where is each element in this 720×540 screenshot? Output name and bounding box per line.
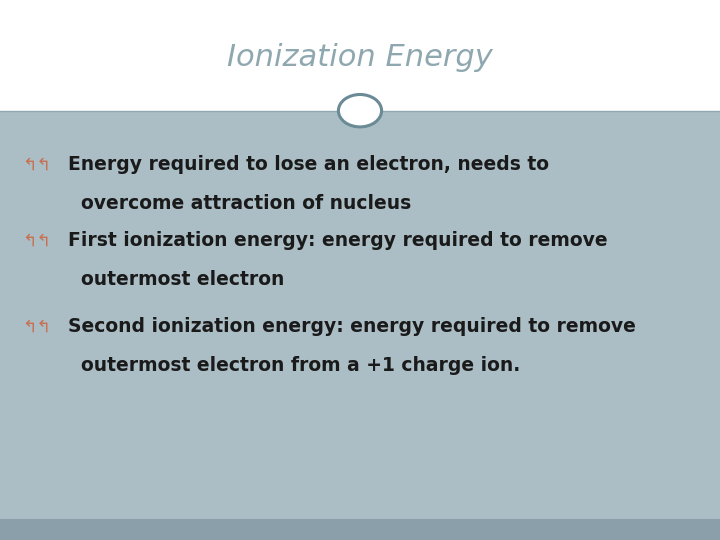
Text: Second ionization energy: energy required to remove: Second ionization energy: energy require… — [68, 317, 636, 336]
Bar — [0, 0, 720, 111]
Text: outermost electron from a +1 charge ion.: outermost electron from a +1 charge ion. — [81, 356, 521, 375]
Text: outermost electron: outermost electron — [81, 269, 284, 289]
Text: ↰↰: ↰↰ — [22, 231, 50, 249]
Circle shape — [338, 94, 382, 127]
Text: ↰↰: ↰↰ — [22, 156, 50, 174]
Text: overcome attraction of nucleus: overcome attraction of nucleus — [81, 194, 412, 213]
Bar — [0, 111, 720, 519]
Text: ↰↰: ↰↰ — [22, 318, 50, 336]
Text: First ionization energy: energy required to remove: First ionization energy: energy required… — [68, 231, 608, 250]
Bar — [0, 519, 720, 540]
Text: Ionization Energy: Ionization Energy — [227, 43, 493, 72]
Text: Energy required to lose an electron, needs to: Energy required to lose an electron, nee… — [68, 155, 549, 174]
